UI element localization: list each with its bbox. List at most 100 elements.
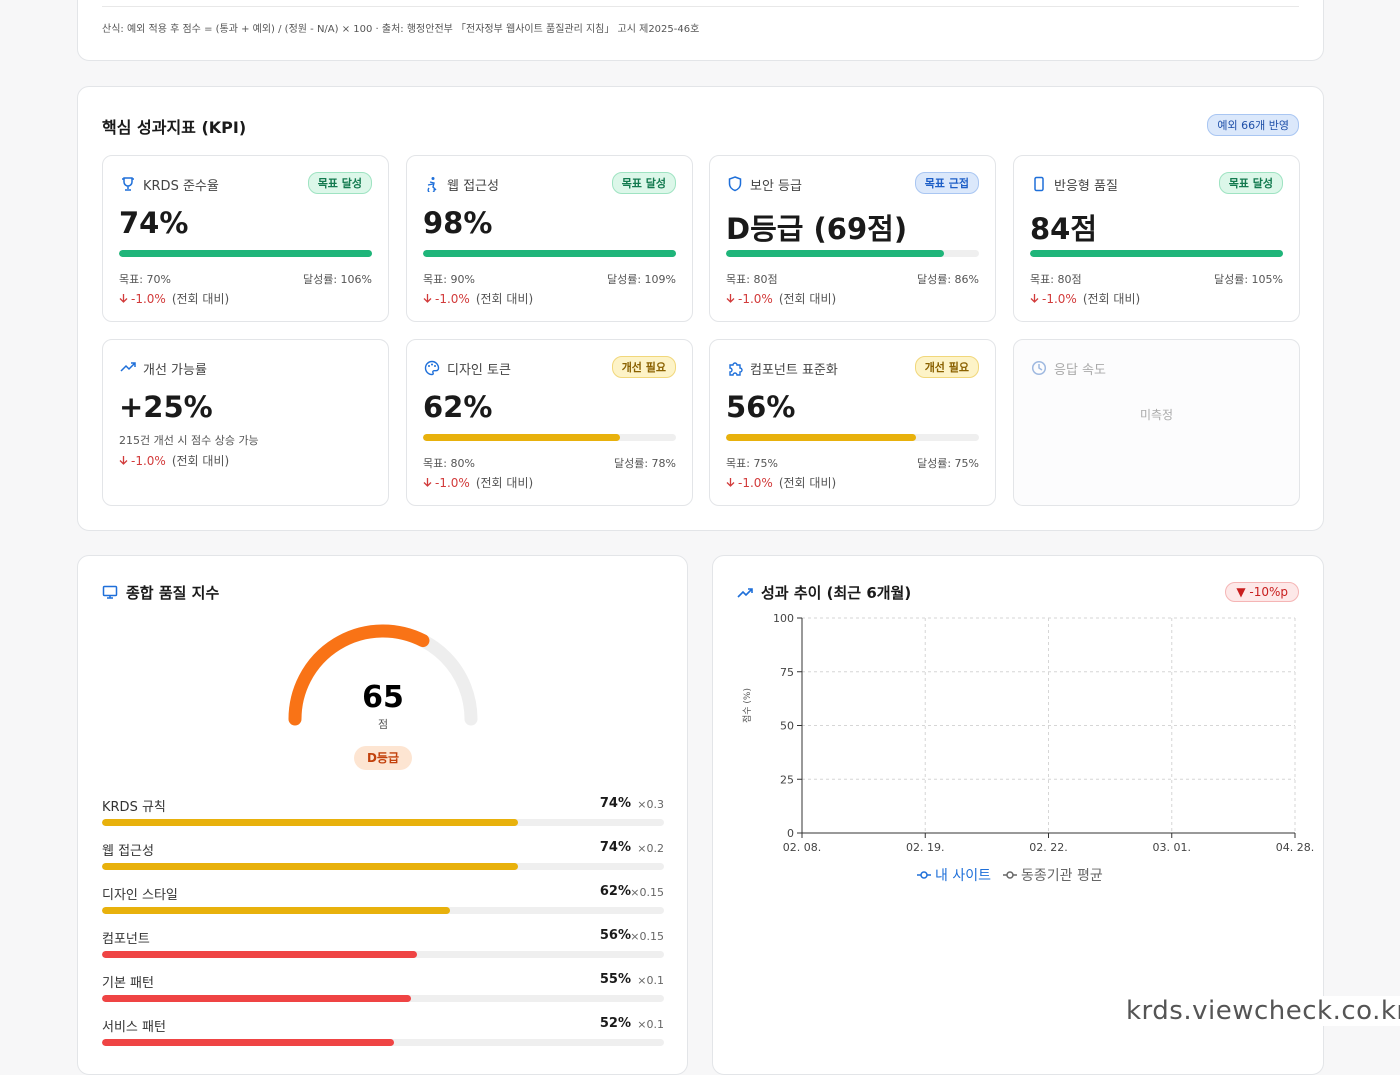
kpi-icon xyxy=(729,362,743,376)
item-track xyxy=(102,863,664,870)
y-tick-label: 100 xyxy=(773,612,794,625)
legend-label: 동종기관 평균 xyxy=(1021,868,1103,884)
target: 목표: 75% xyxy=(726,457,778,470)
progress-track xyxy=(423,434,676,441)
kpi-icon xyxy=(728,176,742,192)
trend-section: 성과 추이 (최근 6개월) ▼ -10%p 0 25 50 75 100 02. 08.… xyxy=(712,555,1324,1075)
item-value: 74% xyxy=(599,840,631,855)
rate: 달성률: 109% xyxy=(606,273,676,286)
x-tick-label: 04. 28. xyxy=(1276,841,1314,854)
progress-track xyxy=(1030,250,1283,257)
legend-dot xyxy=(1006,871,1014,879)
change-note: (전회 대비) xyxy=(171,292,230,306)
empty-state: 미측정 xyxy=(1139,408,1174,422)
item-name: 서비스 패턴 xyxy=(102,1020,166,1035)
progress-bar xyxy=(119,250,372,257)
kpi-card: 웹 접근성 목표 달성 98% 목표: 90% 달성률: 109% -1.0% (전회 대비… xyxy=(406,155,693,322)
change-row: -1.0% (전회 대비) xyxy=(423,290,533,307)
kpi-value: D등급 (69점) xyxy=(726,212,908,246)
kpi-label: 보안 등급 xyxy=(750,179,802,194)
kpi-label: KRDS 준수율 xyxy=(143,179,219,194)
status-pill: 목표 달성 xyxy=(307,172,372,194)
kpi-icon xyxy=(424,360,440,376)
kpi-icon xyxy=(122,177,134,191)
change-note: (전회 대비) xyxy=(171,454,230,468)
status-pill: 목표 달성 xyxy=(611,172,676,194)
item-value: 62% xyxy=(599,884,631,899)
item-bar xyxy=(102,819,518,826)
change: -1.0% xyxy=(738,476,773,490)
kpi-value: 74% xyxy=(119,206,189,240)
item-bar xyxy=(102,863,518,870)
down-arrow xyxy=(726,294,735,303)
change-note: (전회 대비) xyxy=(778,476,837,490)
item-track xyxy=(102,995,664,1002)
change: -1.0% xyxy=(738,292,773,306)
section-title: 성과 추이 (최근 6개월) xyxy=(761,584,912,602)
change-row: -1.0% (전회 대비) xyxy=(1030,290,1140,307)
section-title: 종합 품질 지수 xyxy=(126,584,220,602)
down-arrow xyxy=(423,294,432,303)
description: 215건 개선 시 점수 상승 가능 xyxy=(119,434,259,447)
divider xyxy=(102,6,1299,7)
item-weight: ×0.1 xyxy=(637,1018,664,1031)
item-name: 웹 접근성 xyxy=(102,844,154,859)
kpi-value: +25% xyxy=(119,390,213,424)
trend-icon xyxy=(737,588,753,598)
progress-bar xyxy=(1030,250,1283,257)
rate: 달성률: 75% xyxy=(916,457,979,470)
kpi-icon xyxy=(427,177,437,192)
item-track xyxy=(102,907,664,914)
item-value: 55% xyxy=(599,972,631,987)
item-weight: ×0.3 xyxy=(637,798,664,811)
kpi-label: 반응형 품질 xyxy=(1054,179,1118,194)
kpi-section: 핵심 성과지표 (KPI) 예외 66개 반영 KRDS 준수율 목표 달성 74%… xyxy=(77,86,1324,531)
change-badge: ▼ -10%p xyxy=(1225,582,1299,602)
item-name: 디자인 스타일 xyxy=(102,888,178,903)
item-bar xyxy=(102,907,451,914)
target: 목표: 80점 xyxy=(1030,273,1082,286)
x-tick-label: 02. 22. xyxy=(1029,841,1067,854)
change-row: -1.0% (전회 대비) xyxy=(726,474,836,491)
progress-bar xyxy=(423,250,676,257)
change-row: -1.0% (전회 대비) xyxy=(119,452,229,469)
item-track xyxy=(102,819,664,826)
item-weight: ×0.2 xyxy=(637,842,664,855)
kpi-value: 84점 xyxy=(1030,212,1098,246)
kpi-card: 디자인 토큰 개선 필요 62% 목표: 80% 달성률: 78% -1.0% (전회 대비… xyxy=(406,339,693,506)
kpi-label: 컴포넌트 표준화 xyxy=(750,363,838,378)
quality-section: 종합 품질 지수 65 점 D등급 KRDS 규칙 ×0.3 74% 웹 접근성 ×0.2… xyxy=(77,555,688,1075)
item-weight: ×0.1 xyxy=(637,974,664,987)
kpi-card: 반응형 품질 목표 달성 84점 목표: 80점 달성률: 105% -1.0% (전회 대… xyxy=(1013,155,1300,322)
kpi-label: 디자인 토큰 xyxy=(447,363,511,378)
item-value: 52% xyxy=(599,1016,631,1031)
gauge: 65 점 xyxy=(288,624,478,731)
item-name: 기본 패턴 xyxy=(102,976,154,991)
y-tick-label: 0 xyxy=(787,827,794,840)
x-tick-label: 02. 08. xyxy=(783,841,821,854)
y-tick-label: 25 xyxy=(780,773,794,786)
kpi-card: 개선 가능률 +25% 215건 개선 시 점수 상승 가능 -1.0% (전회 대비) xyxy=(102,339,389,506)
kpi-label: 개선 가능률 xyxy=(143,363,207,378)
status-pill: 목표 근접 xyxy=(914,172,979,194)
item-bar xyxy=(102,951,417,958)
section-title: 핵심 성과지표 (KPI) xyxy=(102,118,247,137)
item-track xyxy=(102,1039,664,1046)
down-arrow xyxy=(119,456,128,465)
item-name: 컴포넌트 xyxy=(102,932,150,947)
legend-dot xyxy=(920,871,928,879)
target: 목표: 70% xyxy=(119,273,171,286)
item-value: 74% xyxy=(599,796,631,811)
change-note: (전회 대비) xyxy=(475,476,534,490)
kpi-icon xyxy=(120,362,136,372)
kpi-label: 응답 속도 xyxy=(1054,363,1106,378)
kpi-icon xyxy=(1031,360,1047,376)
y-axis-label: 점수 (%) xyxy=(741,688,753,723)
progress-track xyxy=(726,434,979,441)
down-arrow xyxy=(119,294,128,303)
progress-bar xyxy=(423,434,621,441)
kpi-value: 62% xyxy=(423,390,493,424)
item-weight: ×0.15 xyxy=(630,886,664,899)
body: 산식: 예외 적용 후 점수 = (통과 + 예외) / (정원 - N/A) … xyxy=(77,0,1400,1075)
